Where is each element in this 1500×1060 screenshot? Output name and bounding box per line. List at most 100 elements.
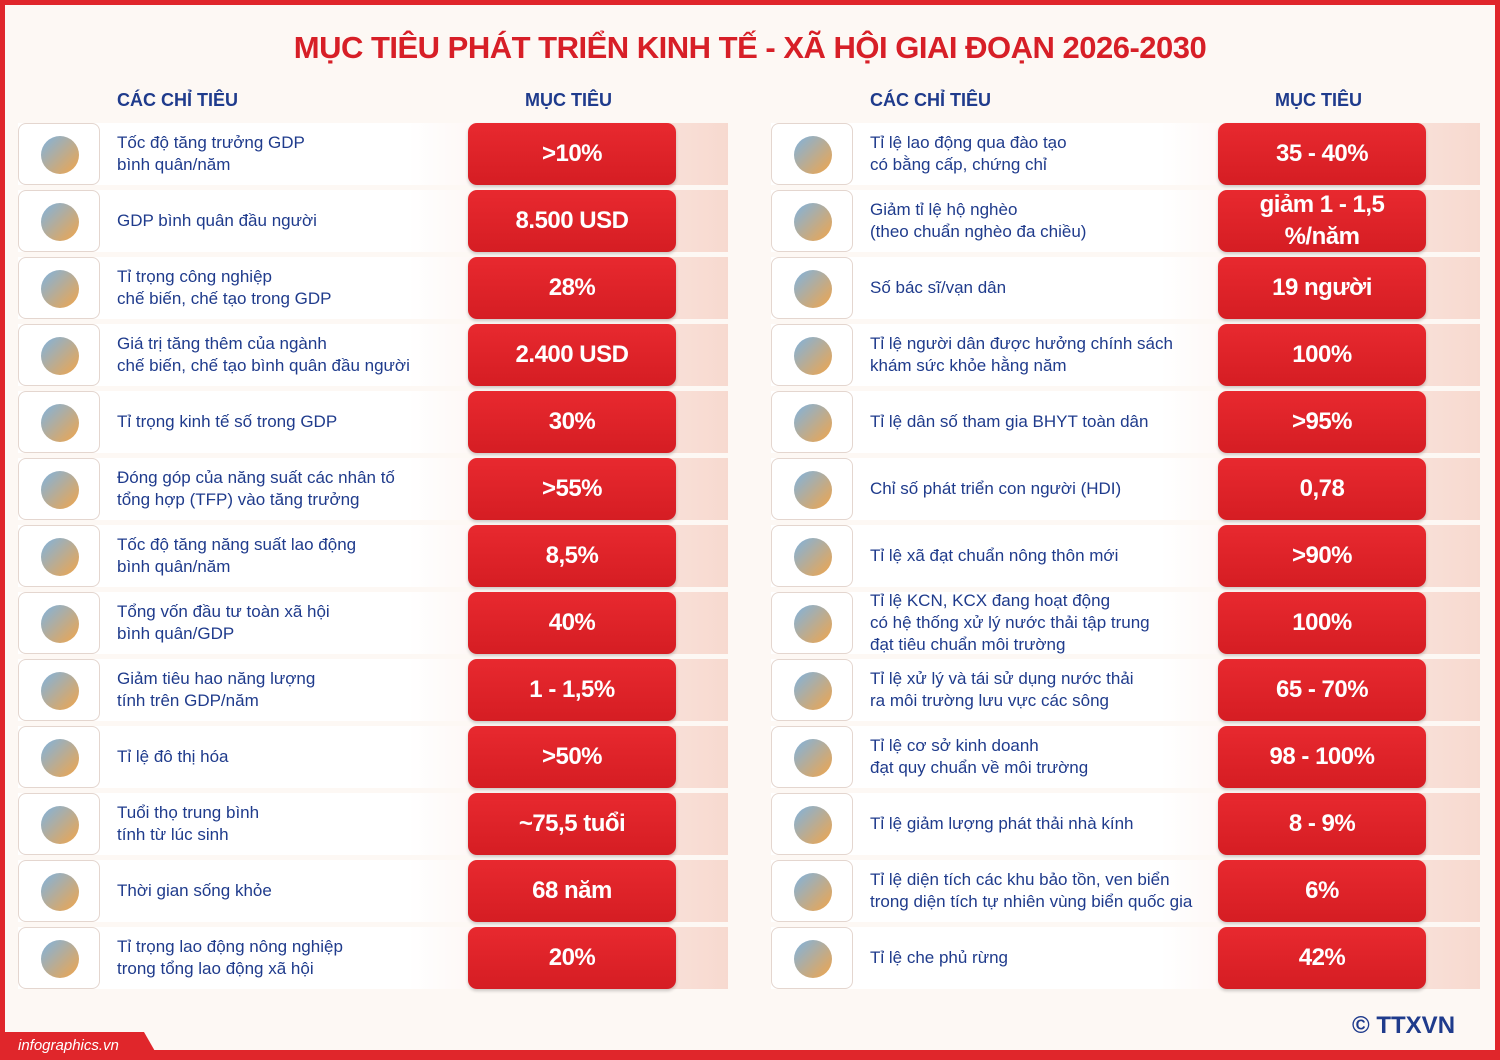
label-line: Tỉ lệ đô thị hóa bbox=[117, 747, 229, 766]
indicator-label: Số bác sĩ/vạn dân bbox=[870, 257, 1208, 319]
label-line: Tỉ lệ dân số tham gia BHYT toàn dân bbox=[870, 412, 1149, 431]
label-line: Tỉ lệ người dân được hưởng chính sách bbox=[870, 334, 1173, 353]
label-line: Tỉ trọng công nghiệp bbox=[117, 267, 272, 286]
target-value: giảm 1 - 1,5 %/năm bbox=[1218, 190, 1426, 252]
icon-shape bbox=[794, 672, 832, 710]
indicator-label: Tỉ lệ diện tích các khu bảo tồn, ven biể… bbox=[870, 860, 1208, 922]
label-line: Tỉ lệ xã đạt chuẩn nông thôn mới bbox=[870, 546, 1119, 565]
indicator-label: GDP bình quân đầu người bbox=[117, 190, 458, 252]
indicator-label: Tỉ trọng lao động nông nghiệp trong tổng … bbox=[117, 927, 458, 989]
label-line: đạt tiêu chuẩn môi trường bbox=[870, 635, 1066, 654]
target-value: >90% bbox=[1218, 525, 1426, 587]
icon bbox=[771, 592, 853, 654]
icon-shape bbox=[41, 739, 79, 777]
icon bbox=[18, 927, 100, 989]
label-line: Tốc độ tăng năng suất lao động bbox=[117, 535, 357, 554]
label-line: Tuổi thọ trung bình bbox=[117, 803, 260, 822]
column-header: CÁC CHỈ TIÊU bbox=[870, 90, 991, 110]
icon-shape bbox=[794, 940, 832, 978]
icon bbox=[18, 726, 100, 788]
label-line: Tỉ lệ diện tích các khu bảo tồn, ven biể… bbox=[870, 870, 1170, 889]
icon-shape bbox=[41, 873, 79, 911]
label-line: Chỉ số phát triển con người (HDI) bbox=[870, 479, 1122, 498]
indicator-label: Tỉ lệ lao động qua đào tạo có bằng cấp, c… bbox=[870, 123, 1208, 185]
label-line: Tỉ lệ che phủ rừng bbox=[870, 948, 1009, 967]
icon bbox=[771, 860, 853, 922]
logo: © TTXVN bbox=[1352, 1012, 1456, 1039]
target-value: 8.500 USD bbox=[468, 190, 676, 252]
target-value: ~75,5 tuổi bbox=[468, 793, 676, 855]
indicator-label: Giảm tiêu hao năng lượng tính trên GDP/nă… bbox=[117, 659, 458, 721]
target-value: 8 - 9% bbox=[1218, 793, 1426, 855]
label-line: tính trên GDP/năm bbox=[117, 691, 259, 710]
target-value: 19 người bbox=[1218, 257, 1426, 319]
icon bbox=[771, 324, 853, 386]
indicator-label: Tỉ lệ che phủ rừng bbox=[870, 927, 1208, 989]
icon-shape bbox=[794, 404, 832, 442]
indicator-label: Tổng vốn đầu tư toàn xã hội bình quân/GDP bbox=[117, 592, 458, 654]
indicator-label: Đóng góp của năng suất các nhân tố tổng h… bbox=[117, 458, 458, 520]
icon-shape bbox=[41, 605, 79, 643]
icon-shape bbox=[41, 404, 79, 442]
label-line: Tỉ lệ lao động qua đào tạo bbox=[870, 133, 1067, 152]
label-line: Giảm tỉ lệ hộ nghèo bbox=[870, 200, 1018, 219]
target-value: >95% bbox=[1218, 391, 1426, 453]
icon-shape bbox=[794, 873, 832, 911]
icon bbox=[18, 592, 100, 654]
indicator-label: Thời gian sống khỏe bbox=[117, 860, 458, 922]
indicator-label: Tỉ lệ người dân được hưởng chính sách khá… bbox=[870, 324, 1208, 386]
icon bbox=[771, 726, 853, 788]
icon bbox=[18, 123, 100, 185]
icon-shape bbox=[41, 270, 79, 308]
icon bbox=[771, 927, 853, 989]
target-value: 20% bbox=[468, 927, 676, 989]
target-value: 100% bbox=[1218, 324, 1426, 386]
indicator-label: Tỉ lệ cơ sở kinh doanh đạt quy chuẩn về m… bbox=[870, 726, 1208, 788]
target-value: >55% bbox=[468, 458, 676, 520]
indicator-label: Tỉ lệ dân số tham gia BHYT toàn dân bbox=[870, 391, 1208, 453]
indicator-label: Tỉ lệ KCN, KCX đang hoạt động có hệ thống… bbox=[870, 591, 1208, 654]
bottom-bar bbox=[0, 1050, 1500, 1060]
icon-shape bbox=[41, 806, 79, 844]
icon-shape bbox=[794, 538, 832, 576]
indicator-label: Tốc độ tăng năng suất lao động bình quân/… bbox=[117, 525, 458, 587]
icon-shape bbox=[794, 270, 832, 308]
icon bbox=[18, 257, 100, 319]
indicator-label: Chỉ số phát triển con người (HDI) bbox=[870, 458, 1208, 520]
icon bbox=[18, 860, 100, 922]
icon bbox=[18, 391, 100, 453]
icon-shape bbox=[794, 203, 832, 241]
label-line: Tỉ lệ xử lý và tái sử dụng nước thải bbox=[870, 669, 1134, 688]
label-line: bình quân/GDP bbox=[117, 624, 235, 643]
icon bbox=[771, 123, 853, 185]
icon-shape bbox=[41, 672, 79, 710]
label-line: bình quân/năm bbox=[117, 155, 231, 174]
label-line: Tổng vốn đầu tư toàn xã hội bbox=[117, 602, 330, 621]
target-value: 100% bbox=[1218, 592, 1426, 654]
icon bbox=[18, 659, 100, 721]
target-value: >50% bbox=[468, 726, 676, 788]
icon-shape bbox=[41, 940, 79, 978]
target-value: 40% bbox=[468, 592, 676, 654]
icon bbox=[18, 525, 100, 587]
icon bbox=[771, 659, 853, 721]
label-line: chế biến, chế tạo bình quân đầu người bbox=[117, 356, 410, 375]
label-line: Tốc độ tăng trưởng GDP bbox=[117, 133, 305, 152]
column-header: MỤC TIÊU bbox=[1275, 90, 1362, 110]
indicator-label: Tỉ trọng công nghiệp chế biến, chế tạo tr… bbox=[117, 257, 458, 319]
target-value: 42% bbox=[1218, 927, 1426, 989]
icon-shape bbox=[794, 471, 832, 509]
label-line: Giảm tiêu hao năng lượng bbox=[117, 669, 316, 688]
icon-shape bbox=[41, 203, 79, 241]
title: MỤC TIÊU PHÁT TRIỂN KINH TẾ - XÃ HỘI GIA… bbox=[293, 30, 1207, 65]
icon bbox=[18, 793, 100, 855]
site-tag: infographics.vn bbox=[0, 1032, 160, 1060]
icon-shape bbox=[41, 471, 79, 509]
icon bbox=[771, 525, 853, 587]
target-value: 6% bbox=[1218, 860, 1426, 922]
target-value: 0,78 bbox=[1218, 458, 1426, 520]
target-value: >10% bbox=[468, 123, 676, 185]
target-value: 68 năm bbox=[468, 860, 676, 922]
label-line: Đóng góp của năng suất các nhân tố bbox=[117, 468, 395, 487]
